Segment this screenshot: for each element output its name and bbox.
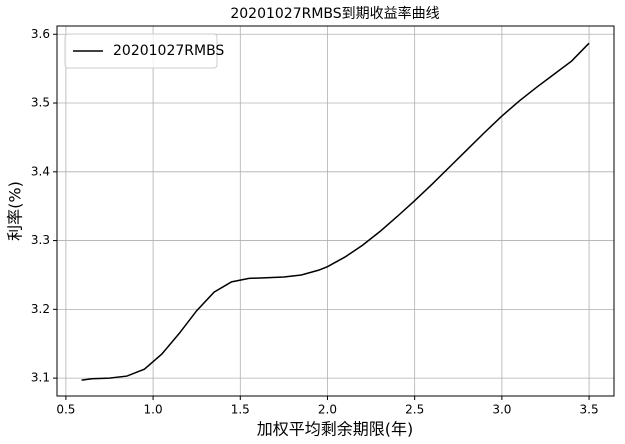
x-tick-label: 2.0 <box>318 403 337 417</box>
x-tick-label: 0.5 <box>56 403 75 417</box>
legend-label: 20201027RMBS <box>113 43 224 59</box>
chart-title: 20201027RMBS到期收益率曲线 <box>230 5 439 22</box>
x-tick-label: 1.0 <box>144 403 163 417</box>
plot-frame <box>56 25 615 397</box>
x-tick-label: 3.0 <box>492 403 511 417</box>
x-tick-label: 1.5 <box>231 403 250 417</box>
line-series <box>81 42 590 381</box>
legend-box <box>64 33 218 69</box>
y-axis-label: 利率(%) <box>6 181 25 241</box>
y-tick-label: 3.1 <box>31 371 50 385</box>
y-tick-label: 3.4 <box>31 164 50 178</box>
y-tick-label: 3.2 <box>31 302 50 316</box>
x-tick-label: 2.5 <box>405 403 424 417</box>
y-tick-label: 3.5 <box>31 96 50 110</box>
y-tick-label: 3.6 <box>31 27 50 41</box>
x-tick-label: 3.5 <box>580 403 599 417</box>
x-axis-label: 加权平均剩余期限(年) <box>257 420 414 439</box>
y-tick-label: 3.3 <box>31 233 50 247</box>
